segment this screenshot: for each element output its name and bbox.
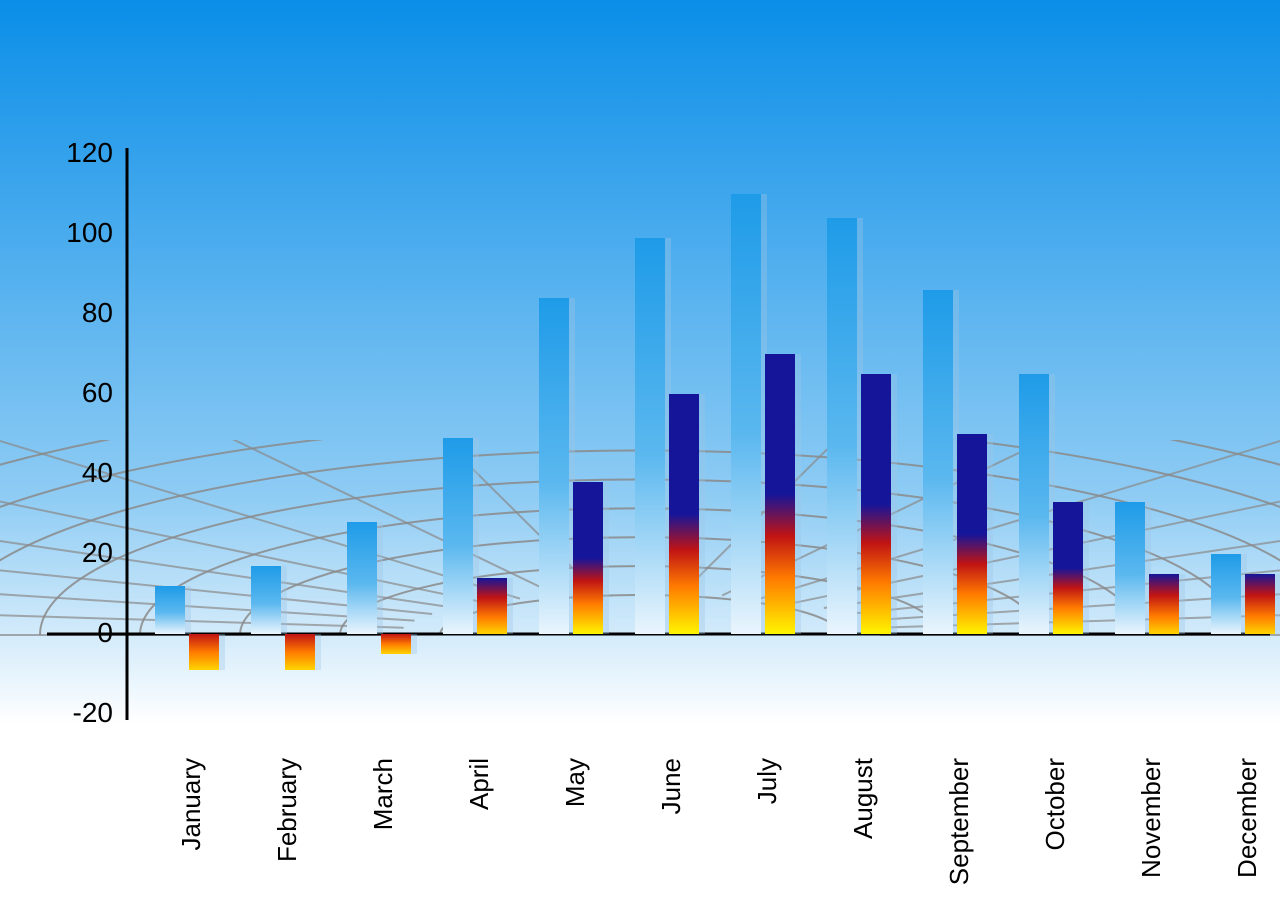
x-tick-label: June bbox=[656, 758, 687, 814]
y-tick-label: 120 bbox=[0, 137, 113, 169]
bar-series-a bbox=[923, 290, 953, 634]
x-tick-label: July bbox=[752, 758, 783, 804]
x-tick-label: March bbox=[368, 758, 399, 830]
y-tick-label: -20 bbox=[0, 697, 113, 729]
bar-series-a bbox=[731, 194, 761, 634]
bar-series-b bbox=[1245, 574, 1275, 634]
bar-series-b bbox=[1053, 502, 1083, 634]
x-tick-label: November bbox=[1136, 758, 1167, 878]
bar-series-a bbox=[251, 566, 281, 634]
y-tick-label: 40 bbox=[0, 457, 113, 489]
x-tick-label: January bbox=[176, 758, 207, 851]
bar-series-b bbox=[1149, 574, 1179, 634]
y-tick-label: 20 bbox=[0, 537, 113, 569]
bar-series-b bbox=[477, 578, 507, 634]
x-tick-label: May bbox=[560, 758, 591, 807]
bar-series-a bbox=[539, 298, 569, 634]
x-tick-label: April bbox=[464, 758, 495, 810]
bar-series-b bbox=[765, 354, 795, 634]
bar-series-b bbox=[669, 394, 699, 634]
chart-canvas: -20 0 20 40 60 80 100 120 January February March Ap… bbox=[0, 0, 1280, 905]
bar-series-a bbox=[1019, 374, 1049, 634]
x-tick-label: October bbox=[1040, 758, 1071, 851]
bar-series-b bbox=[381, 634, 411, 654]
bar-series-a bbox=[827, 218, 857, 634]
bar-series-b bbox=[573, 482, 603, 634]
x-tick-label: August bbox=[848, 758, 879, 839]
bar-series-a bbox=[443, 438, 473, 634]
y-tick-label: 60 bbox=[0, 377, 113, 409]
y-tick-label: 100 bbox=[0, 217, 113, 249]
bar-series-a bbox=[635, 238, 665, 634]
x-tick-label: February bbox=[272, 758, 303, 862]
bar-series-a bbox=[1211, 554, 1241, 634]
y-tick-label: 0 bbox=[0, 617, 113, 649]
bar-series-a bbox=[347, 522, 377, 634]
bar-series-a bbox=[1115, 502, 1145, 634]
bar-series-a bbox=[155, 586, 185, 634]
x-tick-label: September bbox=[944, 758, 975, 885]
bar-series-b bbox=[957, 434, 987, 634]
x-tick-label: December bbox=[1232, 758, 1263, 878]
bar-series-b bbox=[189, 634, 219, 670]
bar-series-b bbox=[285, 634, 315, 670]
bar-series-b bbox=[861, 374, 891, 634]
y-tick-label: 80 bbox=[0, 297, 113, 329]
